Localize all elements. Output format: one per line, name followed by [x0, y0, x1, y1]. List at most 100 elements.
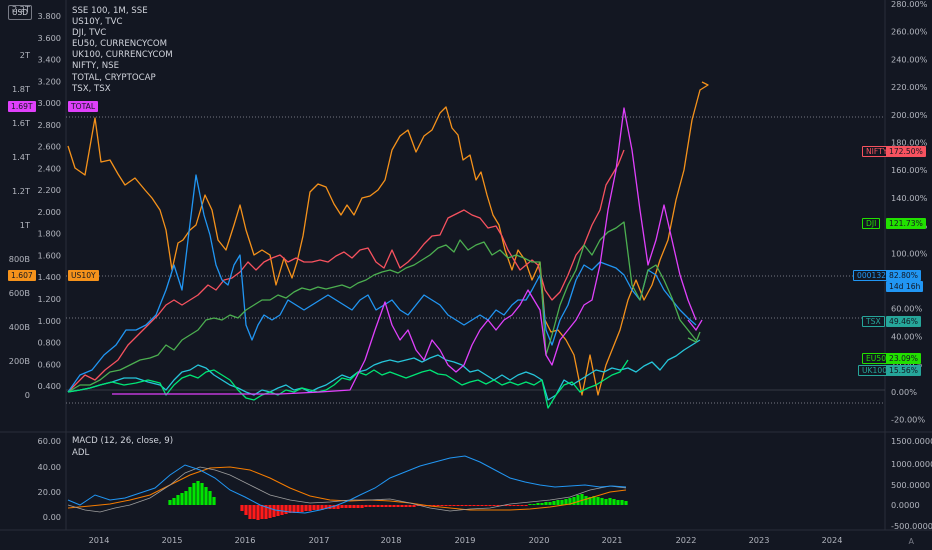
macd-histogram-bar: [568, 498, 572, 505]
left-inner-tick: 2.800: [38, 120, 61, 130]
macd-histogram-bar: [624, 501, 628, 505]
legend-item[interactable]: TOTAL, CRYPTOCAP: [72, 72, 156, 83]
right-series-tag: DJI: [862, 218, 881, 229]
right-tick: 160.00%: [891, 165, 928, 175]
right-tick: 240.00%: [891, 54, 928, 64]
left-price-tag: 1.607: [8, 270, 36, 281]
left-inner-tick: 3.200: [38, 76, 61, 86]
left-inner-tick: 1.000: [38, 316, 61, 326]
macd-histogram-bar: [600, 498, 604, 505]
macd-histogram-bar: [552, 501, 556, 505]
right-tick: 20.00%: [891, 359, 922, 369]
price-series: [67, 81, 709, 409]
macd-histogram-bar: [544, 502, 548, 505]
macd-histogram-bar: [520, 505, 524, 506]
left-inner-tick: 0.800: [38, 338, 61, 348]
total-arrow: [687, 319, 703, 332]
macd-histogram-bar: [444, 505, 448, 506]
legend-item[interactable]: DJI, TVC: [72, 28, 107, 39]
left-outer-tick: 400B: [9, 322, 31, 332]
right-tick: 100.00%: [891, 248, 928, 258]
indicator-legend-item[interactable]: ADL: [72, 447, 90, 458]
sse-line: [67, 174, 697, 393]
right-value-tag: 49.46%: [886, 316, 921, 327]
macd-histogram-bar: [360, 505, 364, 508]
legend-item[interactable]: NIFTY, NSE: [72, 61, 120, 72]
time-tick: 2018: [381, 535, 402, 545]
macd-histogram-bar: [348, 505, 352, 508]
macd-histogram-bar: [296, 505, 300, 512]
macd-right-tick: 1500.0000: [891, 436, 932, 446]
macd-histogram-bar: [344, 505, 348, 508]
macd-histogram-bar: [376, 505, 380, 507]
right-tick: 140.00%: [891, 193, 928, 203]
left-inner-tick: 1.600: [38, 250, 61, 260]
left-series-tag: TOTAL: [68, 101, 99, 112]
legend-item[interactable]: SSE 100, 1M, SSE: [72, 6, 148, 16]
indicator-legend-item[interactable]: MACD (12, 26, close, 9): [72, 436, 174, 446]
legend-item[interactable]: US10Y, TVC: [72, 17, 123, 28]
macd-histogram-bar: [268, 505, 272, 518]
macd-histogram-bar: [392, 505, 396, 507]
macd-histogram-bar: [448, 505, 452, 506]
macd-histogram-bar: [180, 493, 184, 505]
left-inner-tick: 2.400: [38, 163, 61, 173]
macd-histogram-bar: [384, 505, 388, 507]
right-tick: 180.00%: [891, 138, 928, 148]
macd-histogram-bar: [380, 505, 384, 507]
currency-badge[interactable]: USD: [8, 5, 32, 20]
macd-histogram-bar: [400, 505, 404, 507]
macd-right-tick: -500.0000: [891, 521, 932, 531]
left-inner-tick: 0.600: [38, 359, 61, 369]
macd-histogram-bar: [488, 505, 492, 506]
left-outer-tick: 800B: [9, 254, 31, 264]
legend-item[interactable]: EU50, CURRENCYCOM: [72, 39, 168, 50]
macd-histogram-bar: [484, 505, 488, 506]
time-tick: 2017: [309, 535, 330, 545]
legend-item[interactable]: UK100, CURRENCYCOM: [72, 50, 173, 61]
macd-histogram-bar: [432, 505, 436, 506]
macd-histogram-bar: [620, 500, 624, 505]
macd-histogram-bar: [300, 505, 304, 512]
macd-histogram-bar: [184, 491, 188, 505]
right-tick: 40.00%: [891, 331, 922, 341]
macd-histogram-bar: [612, 499, 616, 505]
left-inner-tick: 2.200: [38, 185, 61, 195]
left-inner-tick: 2.600: [38, 142, 61, 152]
macd-histogram-bar: [468, 505, 472, 506]
left-inner-tick: 3.000: [38, 98, 61, 108]
macd-histogram-bar: [616, 500, 620, 505]
us10y-line: [67, 81, 709, 396]
macd-histogram-bar: [436, 505, 440, 506]
macd-histogram-bar: [480, 505, 484, 506]
total-line: [112, 107, 697, 395]
right-series-tag: TSX: [862, 316, 885, 327]
dji-line: [67, 221, 697, 393]
right-tick: 260.00%: [891, 27, 928, 37]
time-tick: 2022: [676, 535, 697, 545]
right-value-tag: 23.09%: [886, 353, 921, 364]
right-tick: 60.00%: [891, 304, 922, 314]
right-countdown-tag: 14d 16h: [886, 281, 924, 292]
macd-histogram-bar: [604, 499, 608, 505]
left-outer-tick: 2.2T: [12, 4, 31, 14]
macd-histogram-bar: [324, 505, 328, 509]
macd-histogram-bar: [352, 505, 356, 508]
macd-histogram-bar: [200, 483, 204, 505]
macd-histogram-bar: [472, 505, 476, 506]
macd-histogram-bar: [572, 497, 576, 505]
time-tick: 2023: [749, 535, 770, 545]
auto-scale-icon[interactable]: A: [908, 537, 914, 546]
time-tick: 2016: [235, 535, 256, 545]
macd-histogram-bar: [456, 505, 460, 506]
macd-histogram-bar: [252, 505, 256, 519]
right-tick: 0.00%: [891, 387, 917, 397]
macd-histogram-bar: [208, 491, 212, 505]
legend-item[interactable]: TSX, TSX: [72, 83, 111, 94]
macd-histogram-bar: [460, 505, 464, 506]
macd-histogram-bar: [240, 505, 244, 511]
indicator-legend: MACD (12, 26, close, 9) ADL: [72, 436, 173, 459]
macd-histogram-bar: [516, 505, 520, 506]
time-tick: 2014: [89, 535, 110, 545]
